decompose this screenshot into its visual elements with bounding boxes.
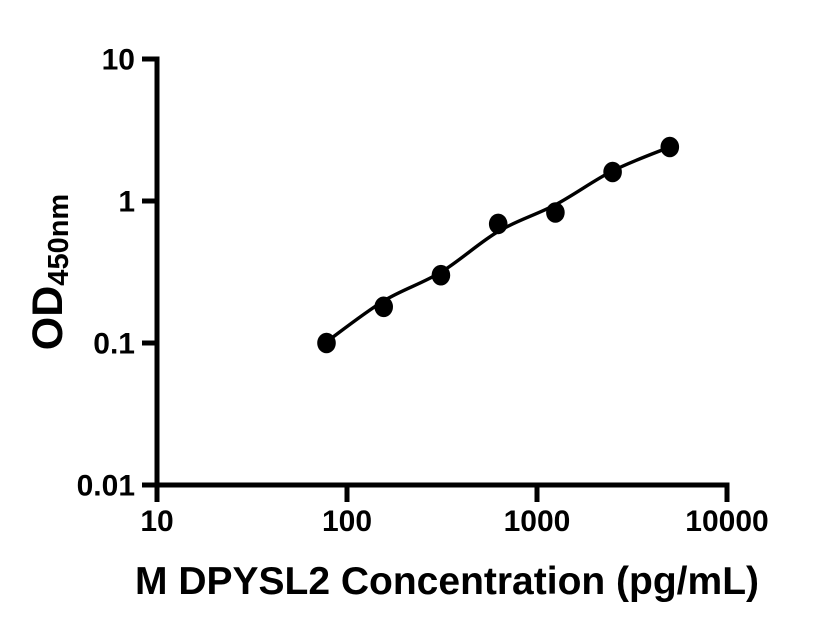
- data-point: [317, 332, 336, 354]
- y-tick-label: 0.1: [93, 328, 135, 361]
- data-point: [431, 264, 451, 286]
- axes: [154, 56, 730, 488]
- data-points: [317, 136, 680, 354]
- data-point: [546, 202, 565, 223]
- y-axis-title-main: OD: [24, 286, 72, 351]
- data-point: [603, 161, 622, 183]
- x-tick-label: 1000: [504, 505, 571, 538]
- x-axis-title: M DPYSL2 Concentration (pg/mL): [135, 560, 759, 603]
- y-tick-label: 1: [118, 186, 135, 219]
- x-tick-label: 10: [140, 505, 173, 538]
- data-point: [488, 213, 508, 235]
- y-axis-tick-labels: 10 1 0.1 0.01: [77, 44, 135, 503]
- x-axis-ticks: [154, 485, 730, 502]
- x-axis-tick-labels: 10 100 1000 10000: [140, 505, 768, 538]
- y-tick-label: 0.01: [77, 470, 135, 503]
- data-point: [374, 296, 394, 318]
- y-axis-title: OD450nm: [24, 194, 75, 350]
- x-tick-label: 100: [322, 505, 372, 538]
- y-axis-ticks: [142, 56, 157, 488]
- y-axis-title-sub: 450nm: [43, 194, 75, 286]
- y-tick-label: 10: [102, 44, 135, 77]
- x-tick-label: 10000: [685, 505, 768, 538]
- data-point: [660, 136, 680, 158]
